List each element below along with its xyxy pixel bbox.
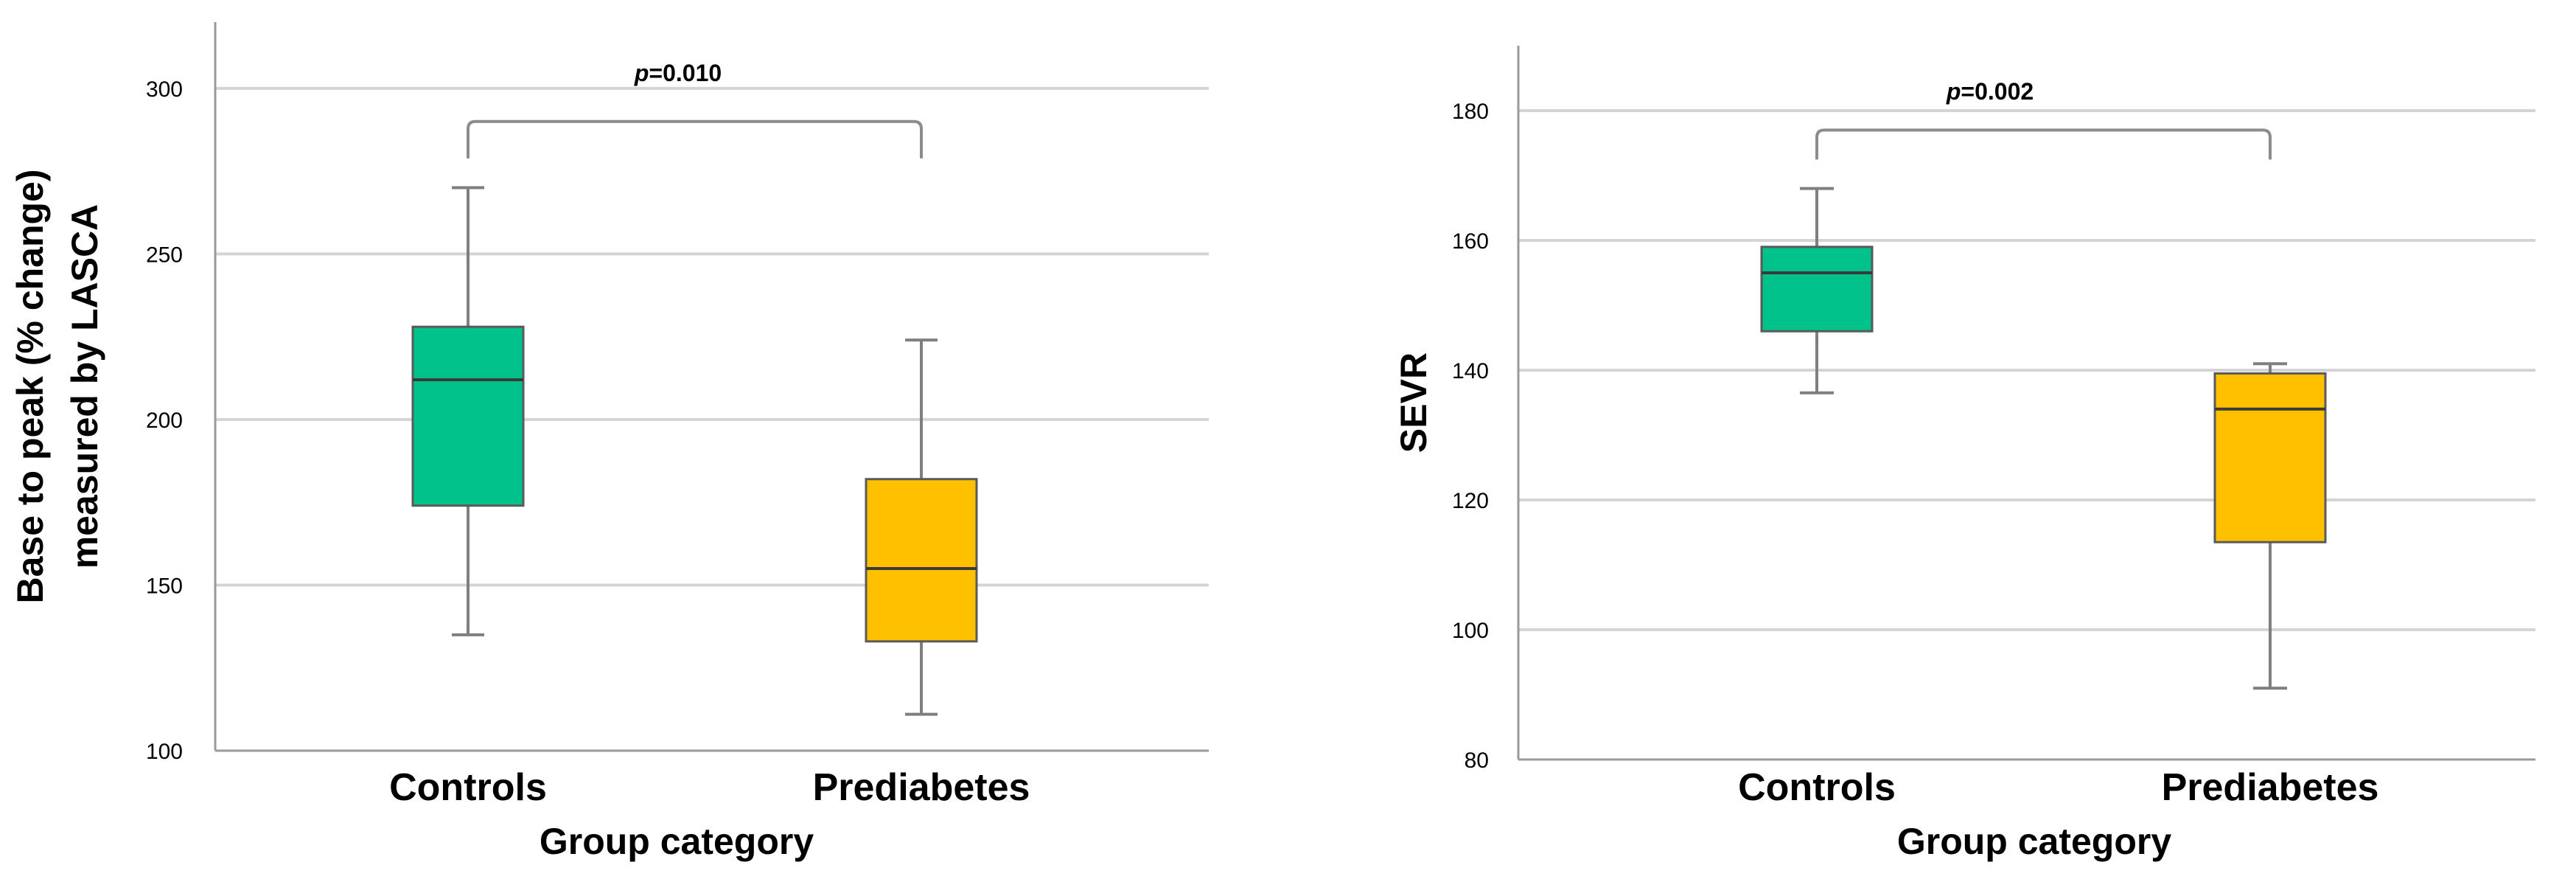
box-prediabetes bbox=[2213, 372, 2327, 543]
y-axis-title: Base to peak (% change) bbox=[10, 169, 51, 603]
p-value-label: p=0.010 bbox=[634, 60, 722, 86]
x-category-label: Controls bbox=[1738, 766, 1896, 809]
x-axis-title: Group category bbox=[1897, 821, 2171, 862]
y-axis-title: measured by LASCA bbox=[64, 204, 105, 569]
chart-panel-1: 100 150 200 250 300 Controls Prediabetes p=0.01… bbox=[10, 22, 1209, 862]
x-category-label: Prediabetes bbox=[2162, 766, 2379, 809]
y-tick-label: 140 bbox=[1452, 359, 1489, 383]
box-controls bbox=[411, 325, 525, 507]
x-category-label: Prediabetes bbox=[813, 766, 1030, 809]
y-tick-label: 300 bbox=[146, 77, 183, 102]
box-controls bbox=[1760, 246, 1874, 333]
box-prediabetes bbox=[865, 478, 978, 643]
y-tick-label: 160 bbox=[1452, 229, 1489, 254]
y-tick-label: 100 bbox=[1452, 619, 1489, 643]
y-tick-label: 80 bbox=[1465, 748, 1489, 773]
y-tick-label: 100 bbox=[146, 740, 183, 764]
y-axis-title: SEVR bbox=[1393, 352, 1434, 453]
y-tick-label: 120 bbox=[1452, 489, 1489, 513]
p-value-label: p=0.002 bbox=[1946, 78, 2034, 105]
y-tick-label: 250 bbox=[146, 243, 183, 267]
x-axis-title: Group category bbox=[540, 821, 814, 862]
significance-bracket bbox=[467, 119, 923, 159]
significance-bracket bbox=[1815, 128, 2272, 160]
y-tick-label: 180 bbox=[1452, 100, 1489, 124]
y-tick-label: 200 bbox=[146, 409, 183, 433]
y-tick-label: 150 bbox=[146, 574, 183, 598]
chart-panel-2: 80 100 120 140 160 180 Controls Prediabetes p=0.… bbox=[1393, 46, 2535, 862]
x-category-label: Controls bbox=[389, 766, 547, 809]
